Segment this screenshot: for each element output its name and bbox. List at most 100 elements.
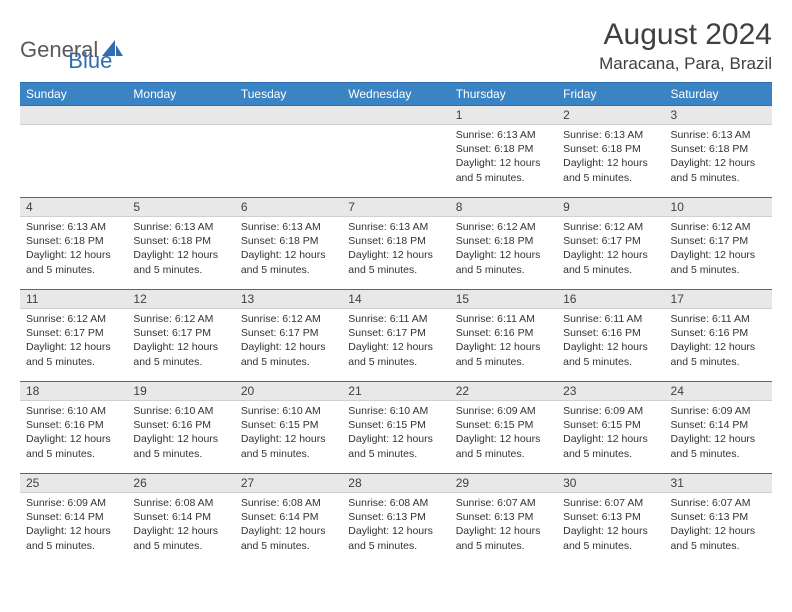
calendar-cell: 19Sunrise: 6:10 AMSunset: 6:16 PMDayligh…	[127, 382, 234, 474]
dl2-text: and 5 minutes.	[26, 539, 121, 553]
dl1-text: Daylight: 12 hours	[133, 248, 228, 262]
weekday-header: Sunday	[20, 83, 127, 106]
calendar-cell: 18Sunrise: 6:10 AMSunset: 6:16 PMDayligh…	[20, 382, 127, 474]
day-details: Sunrise: 6:09 AMSunset: 6:14 PMDaylight:…	[665, 401, 772, 465]
calendar-cell: 2Sunrise: 6:13 AMSunset: 6:18 PMDaylight…	[557, 106, 664, 198]
sunrise-text: Sunrise: 6:12 AM	[26, 312, 121, 326]
month-title: August 2024	[599, 18, 772, 52]
day-details: Sunrise: 6:12 AMSunset: 6:18 PMDaylight:…	[450, 217, 557, 281]
calendar-cell: 5Sunrise: 6:13 AMSunset: 6:18 PMDaylight…	[127, 198, 234, 290]
sunset-text: Sunset: 6:16 PM	[133, 418, 228, 432]
calendar-cell: 31Sunrise: 6:07 AMSunset: 6:13 PMDayligh…	[665, 474, 772, 566]
dl2-text: and 5 minutes.	[241, 539, 336, 553]
day-details: Sunrise: 6:10 AMSunset: 6:16 PMDaylight:…	[127, 401, 234, 465]
sunrise-text: Sunrise: 6:07 AM	[671, 496, 766, 510]
dl2-text: and 5 minutes.	[671, 447, 766, 461]
day-details: Sunrise: 6:13 AMSunset: 6:18 PMDaylight:…	[665, 125, 772, 189]
sunset-text: Sunset: 6:17 PM	[133, 326, 228, 340]
day-details: Sunrise: 6:10 AMSunset: 6:15 PMDaylight:…	[342, 401, 449, 465]
sunset-text: Sunset: 6:17 PM	[671, 234, 766, 248]
day-details: Sunrise: 6:07 AMSunset: 6:13 PMDaylight:…	[557, 493, 664, 557]
sunset-text: Sunset: 6:18 PM	[348, 234, 443, 248]
calendar-cell: 8Sunrise: 6:12 AMSunset: 6:18 PMDaylight…	[450, 198, 557, 290]
calendar-body: 1Sunrise: 6:13 AMSunset: 6:18 PMDaylight…	[20, 106, 772, 566]
dl2-text: and 5 minutes.	[671, 539, 766, 553]
sunset-text: Sunset: 6:15 PM	[348, 418, 443, 432]
calendar-cell: 1Sunrise: 6:13 AMSunset: 6:18 PMDaylight…	[450, 106, 557, 198]
calendar-cell: 30Sunrise: 6:07 AMSunset: 6:13 PMDayligh…	[557, 474, 664, 566]
sunrise-text: Sunrise: 6:11 AM	[456, 312, 551, 326]
sunrise-text: Sunrise: 6:13 AM	[26, 220, 121, 234]
sunset-text: Sunset: 6:18 PM	[241, 234, 336, 248]
calendar-table: Sunday Monday Tuesday Wednesday Thursday…	[20, 82, 772, 566]
dl2-text: and 5 minutes.	[241, 355, 336, 369]
calendar-cell: 23Sunrise: 6:09 AMSunset: 6:15 PMDayligh…	[557, 382, 664, 474]
sunrise-text: Sunrise: 6:07 AM	[456, 496, 551, 510]
sunrise-text: Sunrise: 6:13 AM	[671, 128, 766, 142]
day-details: Sunrise: 6:10 AMSunset: 6:16 PMDaylight:…	[20, 401, 127, 465]
dl1-text: Daylight: 12 hours	[671, 248, 766, 262]
calendar-cell: 25Sunrise: 6:09 AMSunset: 6:14 PMDayligh…	[20, 474, 127, 566]
sunrise-text: Sunrise: 6:07 AM	[563, 496, 658, 510]
sunrise-text: Sunrise: 6:13 AM	[563, 128, 658, 142]
dl1-text: Daylight: 12 hours	[26, 248, 121, 262]
dl2-text: and 5 minutes.	[26, 355, 121, 369]
day-number: 28	[342, 474, 449, 493]
calendar-cell: 12Sunrise: 6:12 AMSunset: 6:17 PMDayligh…	[127, 290, 234, 382]
sunrise-text: Sunrise: 6:10 AM	[133, 404, 228, 418]
dl1-text: Daylight: 12 hours	[241, 340, 336, 354]
calendar-cell: 7Sunrise: 6:13 AMSunset: 6:18 PMDaylight…	[342, 198, 449, 290]
day-number: 16	[557, 290, 664, 309]
calendar-cell	[20, 106, 127, 198]
calendar-cell: 14Sunrise: 6:11 AMSunset: 6:17 PMDayligh…	[342, 290, 449, 382]
day-details: Sunrise: 6:13 AMSunset: 6:18 PMDaylight:…	[342, 217, 449, 281]
sunset-text: Sunset: 6:18 PM	[456, 234, 551, 248]
sunset-text: Sunset: 6:17 PM	[26, 326, 121, 340]
day-number: 15	[450, 290, 557, 309]
sunrise-text: Sunrise: 6:12 AM	[133, 312, 228, 326]
sunset-text: Sunset: 6:18 PM	[26, 234, 121, 248]
day-number: 29	[450, 474, 557, 493]
weekday-header-row: Sunday Monday Tuesday Wednesday Thursday…	[20, 83, 772, 106]
sunrise-text: Sunrise: 6:12 AM	[563, 220, 658, 234]
calendar-cell: 27Sunrise: 6:08 AMSunset: 6:14 PMDayligh…	[235, 474, 342, 566]
dl2-text: and 5 minutes.	[456, 447, 551, 461]
dl1-text: Daylight: 12 hours	[563, 156, 658, 170]
day-number: 14	[342, 290, 449, 309]
dl2-text: and 5 minutes.	[456, 263, 551, 277]
day-details: Sunrise: 6:07 AMSunset: 6:13 PMDaylight:…	[450, 493, 557, 557]
dl1-text: Daylight: 12 hours	[456, 156, 551, 170]
day-details: Sunrise: 6:13 AMSunset: 6:18 PMDaylight:…	[450, 125, 557, 189]
calendar-cell: 9Sunrise: 6:12 AMSunset: 6:17 PMDaylight…	[557, 198, 664, 290]
dl1-text: Daylight: 12 hours	[563, 340, 658, 354]
dl1-text: Daylight: 12 hours	[563, 524, 658, 538]
sunset-text: Sunset: 6:18 PM	[133, 234, 228, 248]
sunrise-text: Sunrise: 6:12 AM	[241, 312, 336, 326]
sunset-text: Sunset: 6:16 PM	[456, 326, 551, 340]
day-details: Sunrise: 6:13 AMSunset: 6:18 PMDaylight:…	[127, 217, 234, 281]
dl1-text: Daylight: 12 hours	[671, 156, 766, 170]
dl2-text: and 5 minutes.	[456, 171, 551, 185]
dl1-text: Daylight: 12 hours	[456, 524, 551, 538]
dl1-text: Daylight: 12 hours	[563, 432, 658, 446]
sunset-text: Sunset: 6:13 PM	[671, 510, 766, 524]
day-details: Sunrise: 6:08 AMSunset: 6:13 PMDaylight:…	[342, 493, 449, 557]
day-number-empty	[342, 106, 449, 125]
sunset-text: Sunset: 6:14 PM	[26, 510, 121, 524]
sunrise-text: Sunrise: 6:13 AM	[348, 220, 443, 234]
sunset-text: Sunset: 6:17 PM	[241, 326, 336, 340]
dl1-text: Daylight: 12 hours	[26, 340, 121, 354]
sunrise-text: Sunrise: 6:11 AM	[348, 312, 443, 326]
dl2-text: and 5 minutes.	[671, 171, 766, 185]
calendar-cell: 13Sunrise: 6:12 AMSunset: 6:17 PMDayligh…	[235, 290, 342, 382]
sunset-text: Sunset: 6:15 PM	[241, 418, 336, 432]
calendar-cell: 15Sunrise: 6:11 AMSunset: 6:16 PMDayligh…	[450, 290, 557, 382]
dl2-text: and 5 minutes.	[348, 355, 443, 369]
dl2-text: and 5 minutes.	[563, 355, 658, 369]
header-row: General Blue August 2024 Maracana, Para,…	[20, 18, 772, 74]
day-number: 9	[557, 198, 664, 217]
day-details: Sunrise: 6:11 AMSunset: 6:16 PMDaylight:…	[665, 309, 772, 373]
dl1-text: Daylight: 12 hours	[671, 340, 766, 354]
sunrise-text: Sunrise: 6:11 AM	[671, 312, 766, 326]
day-number: 7	[342, 198, 449, 217]
